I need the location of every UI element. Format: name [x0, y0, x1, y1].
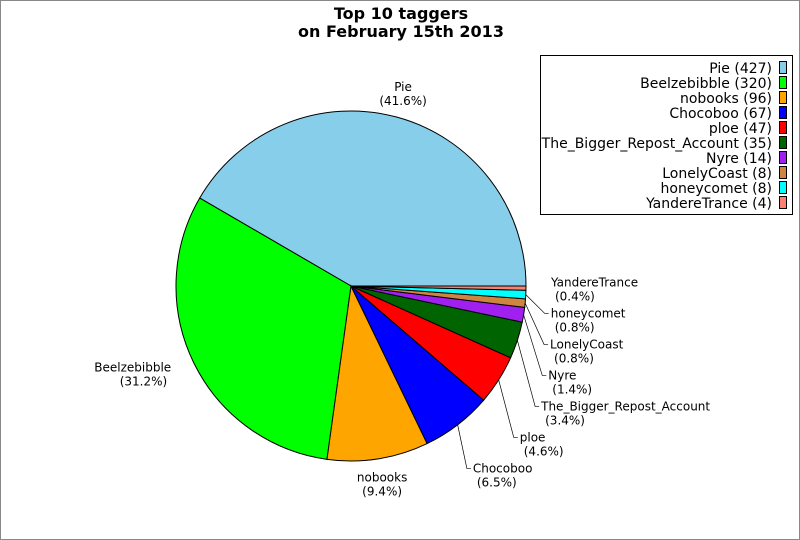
legend-swatch	[779, 166, 787, 179]
pie-slice-YandereTrance	[350, 285, 527, 291]
legend-entry: LonelyCoast (8)	[662, 166, 772, 182]
legend: Pie (427)Beelzebibble (320)nobooks (96)C…	[540, 55, 793, 215]
slice-label: nobooks	[357, 471, 407, 485]
slice-label: The_Bigger_Repost_Account	[540, 399, 710, 413]
chart-title-line-2: on February 15th 2013	[298, 22, 504, 41]
label-leader-line	[517, 340, 540, 407]
legend-entry: ploe (47)	[709, 121, 772, 137]
slice-percent-label: (31.2%)	[120, 375, 167, 389]
legend-swatch	[779, 121, 787, 134]
legend-swatch	[779, 61, 787, 74]
label-leader-line	[524, 302, 549, 345]
label-leader-line	[525, 294, 549, 314]
slice-percent-label: (0.8%)	[554, 351, 594, 365]
slice-label: Pie	[394, 80, 412, 94]
legend-swatch	[779, 76, 787, 89]
legend-entry: Pie (427)	[709, 61, 772, 77]
slice-label: YandereTrance	[550, 275, 638, 289]
legend-swatch	[779, 106, 787, 119]
chart-title-line-1: Top 10 taggers	[334, 4, 468, 23]
legend-swatch	[779, 181, 787, 194]
legend-swatch	[779, 151, 787, 164]
legend-entry: Chocoboo (67)	[669, 106, 772, 122]
slice-percent-label: (41.6%)	[379, 94, 426, 108]
slice-label: honeycomet	[551, 306, 626, 320]
legend-box	[540, 55, 793, 215]
slice-percent-label: (6.5%)	[477, 475, 517, 489]
slice-percent-label: (3.4%)	[545, 413, 585, 427]
label-leader-line	[498, 379, 518, 438]
legend-swatch	[779, 196, 787, 209]
slice-percent-label: (4.6%)	[524, 444, 564, 458]
label-leader-line	[457, 424, 471, 469]
legend-swatch	[779, 136, 787, 149]
pie-slice-Pie	[199, 110, 527, 287]
pie-slice-nobooks	[326, 284, 428, 462]
legend-entry: The_Bigger_Repost_Account (35)	[541, 136, 772, 152]
slice-label: Beelzebibble	[94, 361, 171, 375]
legend-entry: honeycomet (8)	[661, 181, 773, 197]
pie-slice-Beelzebibble	[175, 197, 352, 460]
slice-percent-label: (0.4%)	[555, 289, 595, 303]
legend-entry: YandereTrance (4)	[645, 196, 772, 212]
legend-entry: nobooks (96)	[680, 91, 772, 107]
slice-label: LonelyCoast	[550, 337, 624, 351]
legend-entry: Beelzebibble (320)	[640, 76, 772, 92]
legend-entry: Nyre (14)	[706, 151, 772, 167]
slice-percent-label: (0.8%)	[555, 320, 595, 334]
slice-percent-label: (1.4%)	[552, 382, 592, 396]
label-leader-line	[523, 314, 547, 376]
slice-label: Chocoboo	[473, 461, 533, 475]
slice-label: ploe	[520, 430, 546, 444]
slice-label: Nyre	[548, 368, 576, 382]
slice-percent-label: (9.4%)	[362, 485, 402, 499]
legend-swatch	[779, 91, 787, 104]
